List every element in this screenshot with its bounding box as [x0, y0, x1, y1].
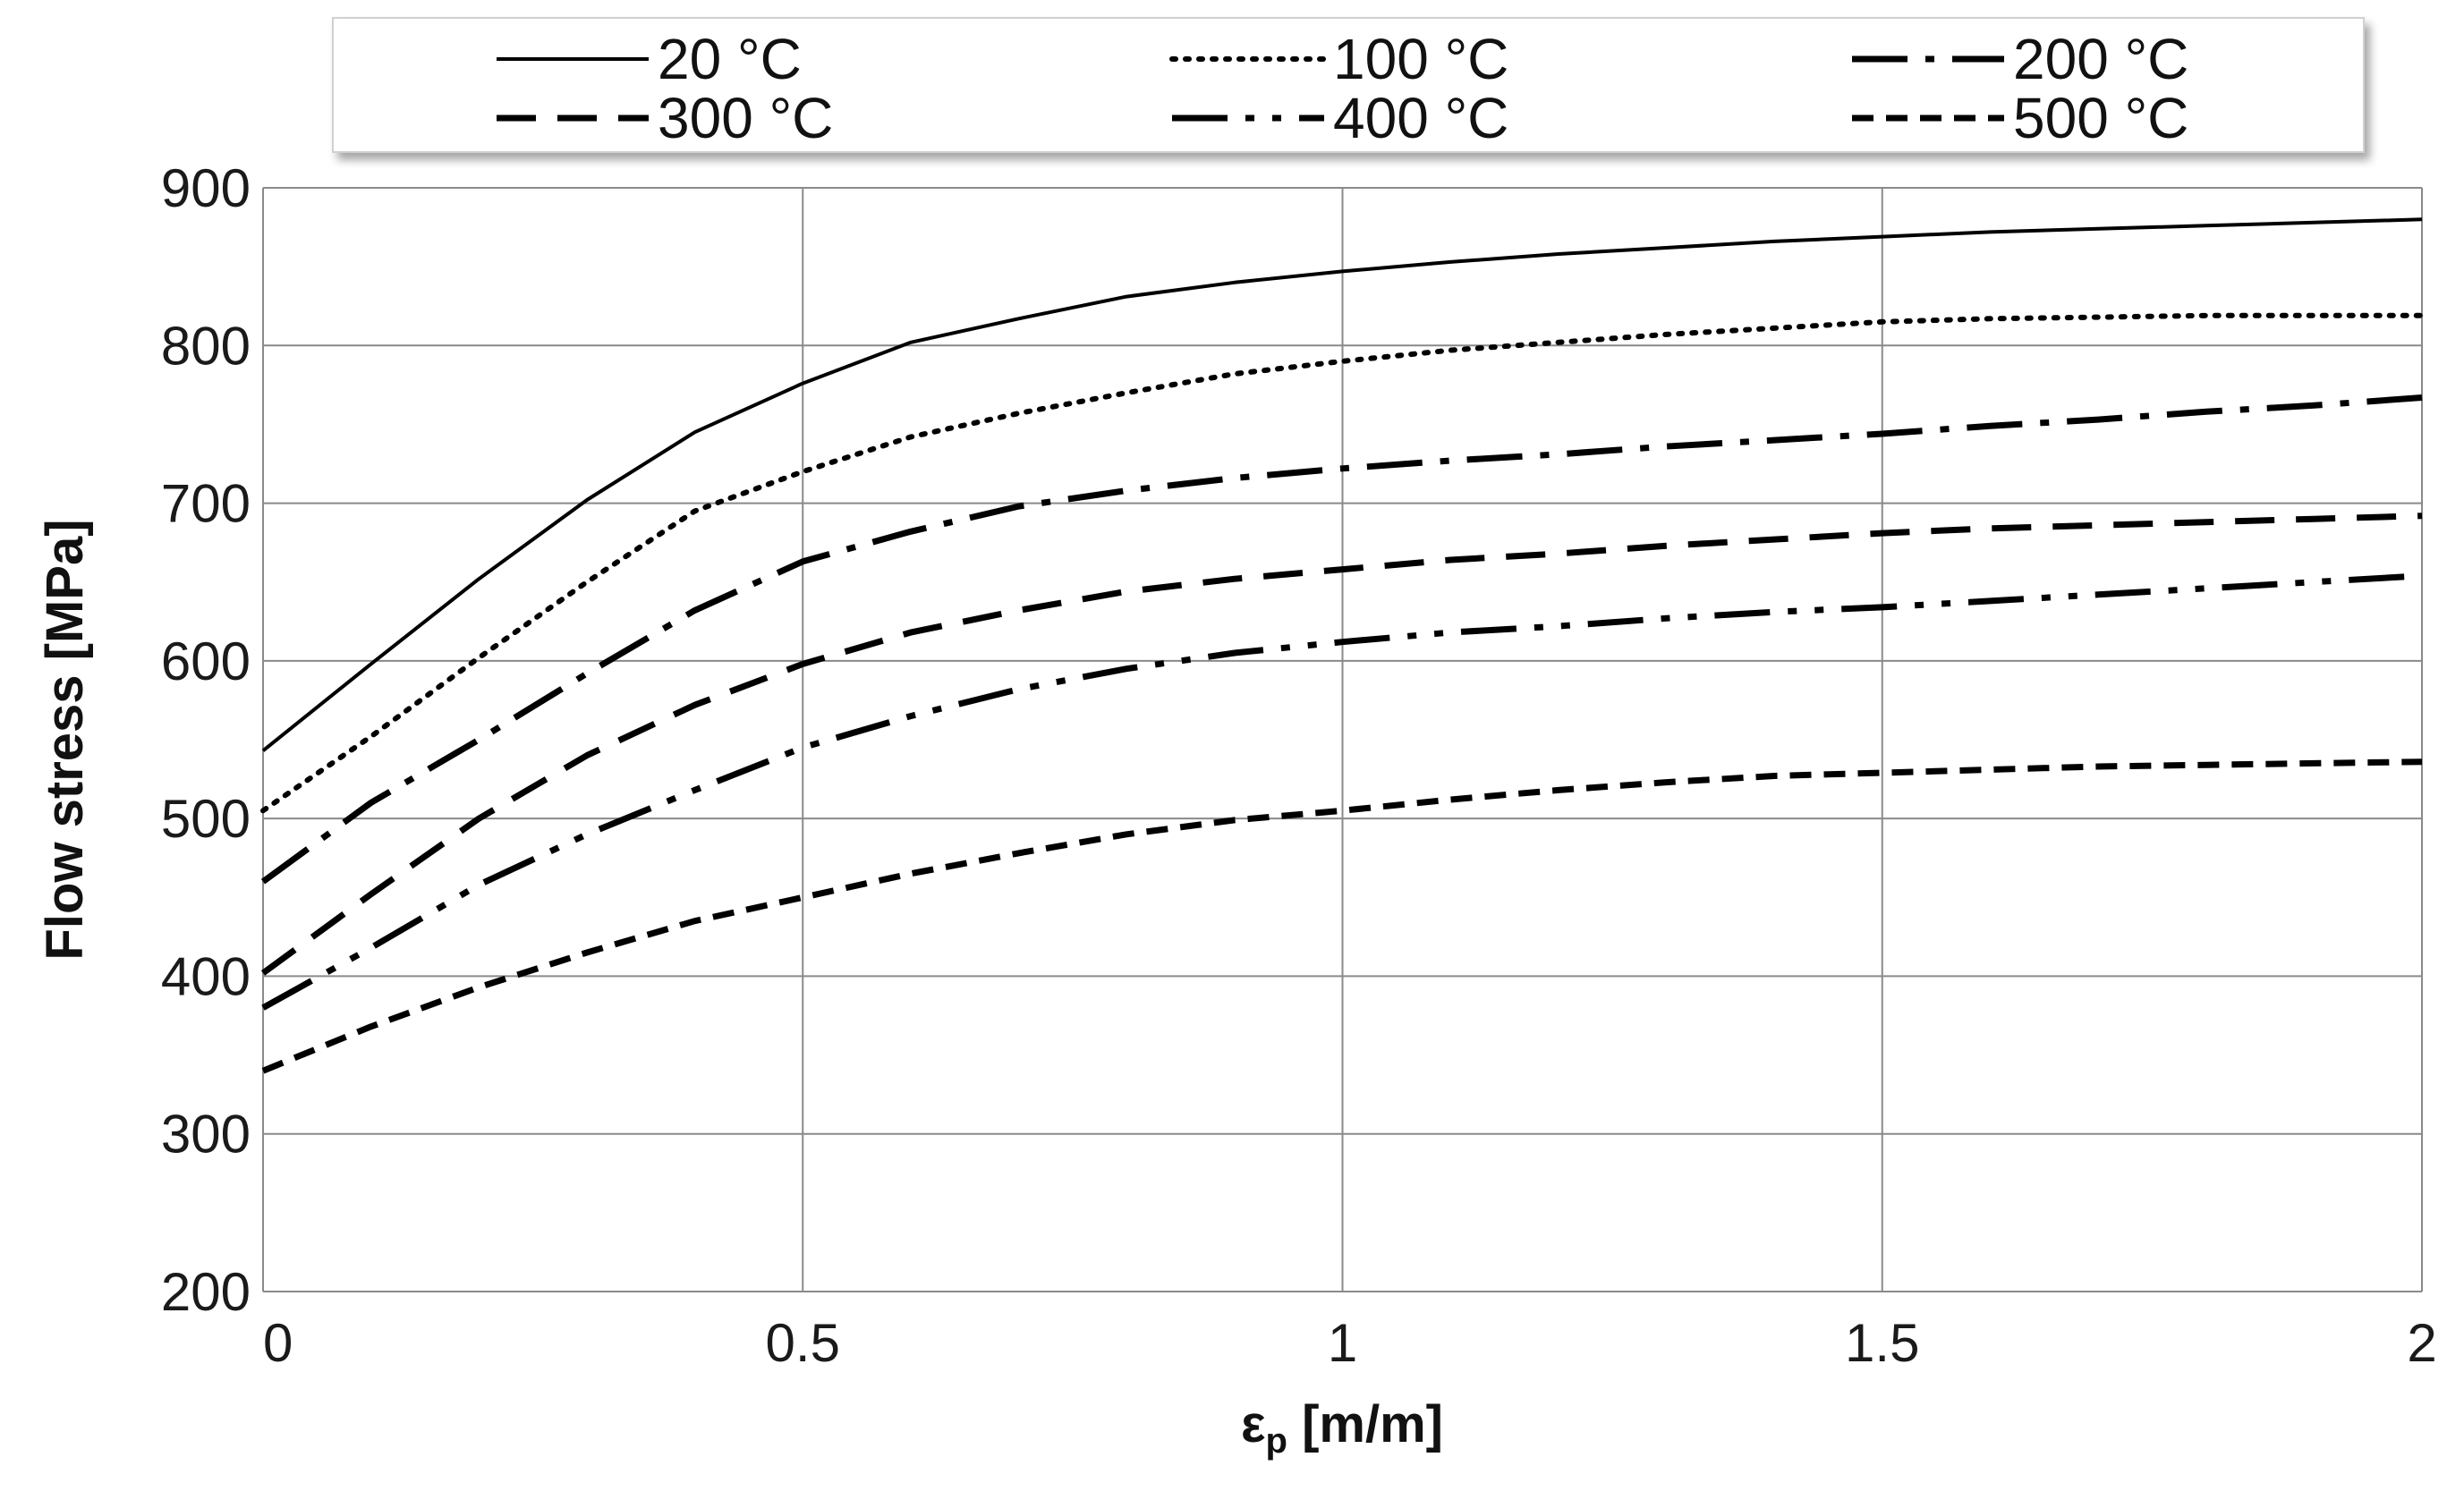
legend-label: 20 °C: [658, 27, 802, 91]
x-axis-title: εp [m/m]: [1241, 1395, 1443, 1461]
x-tick-label: 1.5: [1845, 1313, 1919, 1373]
x-axis-title-subscript: p: [1266, 1421, 1287, 1461]
legend-item: 200 °C: [1852, 27, 2188, 91]
grid: [262, 187, 2423, 1292]
series-line-200c: [260, 394, 2423, 885]
x-axis-ticks: 0 0.5 1 1.5 2: [263, 1313, 2437, 1373]
x-tick-label: 1: [1328, 1313, 1357, 1373]
y-axis-title: Flow stress [MPa]: [36, 519, 94, 960]
legend-label: 300 °C: [658, 86, 833, 150]
legend-label: 100 °C: [1333, 27, 1508, 91]
legend-label: 500 °C: [2013, 86, 2188, 150]
y-tick-label: 700: [161, 474, 251, 534]
y-tick-label: 600: [161, 631, 251, 691]
y-tick-label: 400: [161, 946, 251, 1006]
y-tick-label: 800: [161, 316, 251, 376]
y-tick-label: 200: [161, 1262, 251, 1322]
x-tick-label: 2: [2407, 1313, 2436, 1373]
series-line-500c: [261, 758, 2423, 1074]
y-axis-ticks: 200 300 400 500 600 700 800 900: [161, 158, 251, 1322]
legend-item: 100 °C: [1169, 27, 1508, 91]
series-line-300c: [260, 513, 2423, 976]
y-tick-label: 900: [161, 158, 251, 218]
x-tick-label: 0: [263, 1313, 293, 1373]
series-lines: [260, 217, 2425, 1074]
y-tick-label: 300: [161, 1105, 251, 1165]
legend: 20 °C 100 °C 200 °C 300 °C 400 °C 500 °C: [332, 17, 2365, 153]
legend-item: 20 °C: [497, 27, 802, 91]
y-tick-label: 500: [161, 789, 251, 849]
x-axis-title-symbol: ε: [1241, 1395, 1266, 1453]
series-line-100c: [260, 312, 2425, 814]
legend-label: 400 °C: [1333, 86, 1508, 150]
legend-item: 400 °C: [1172, 86, 1508, 150]
x-tick-label: 0.5: [766, 1313, 840, 1373]
legend-item: 500 °C: [1852, 86, 2188, 150]
x-axis-title-unit: [m/m]: [1287, 1395, 1443, 1453]
legend-label: 200 °C: [2013, 27, 2188, 91]
legend-box: [332, 17, 2365, 153]
series-line-20c: [261, 217, 2423, 752]
plot-area: [260, 187, 2425, 1292]
series-line-400c: [261, 572, 2423, 1011]
legend-items: 20 °C 100 °C 200 °C 300 °C 400 °C 500 °C: [497, 27, 2188, 150]
legend-item: 300 °C: [497, 86, 833, 150]
